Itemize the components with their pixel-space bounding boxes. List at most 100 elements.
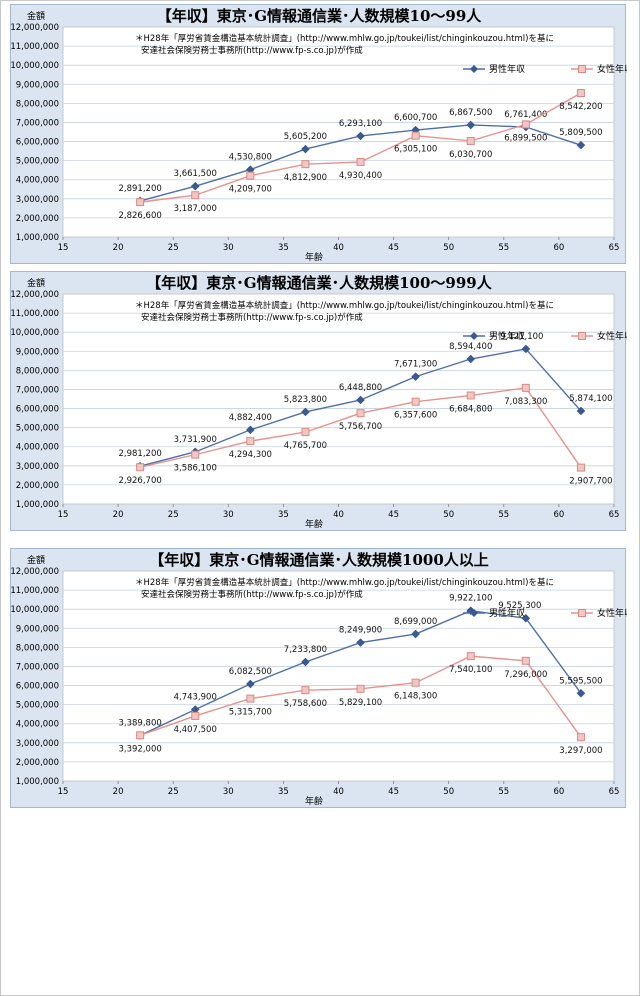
data-point-female (576, 89, 585, 98)
x-tick-label: 15 (58, 787, 69, 797)
y-tick-label: 12,000,000 (11, 567, 59, 577)
data-label-male: 6,448,800 (339, 383, 382, 393)
data-point-female (466, 391, 475, 400)
data-point-female (521, 656, 530, 665)
y-tick-label: 8,000,000 (16, 366, 59, 376)
y-tick-label: 5,000,000 (16, 701, 59, 711)
data-point-male (356, 131, 365, 141)
y-tick-label: 6,000,000 (16, 138, 59, 148)
data-label-male: 2,891,200 (119, 184, 162, 194)
data-label-male: 3,389,800 (119, 718, 162, 728)
x-axis-label: 年齢 (305, 251, 323, 263)
data-point-female (301, 428, 310, 437)
y-tick-label: 12,000,000 (11, 23, 59, 33)
x-tick-label: 55 (498, 243, 509, 253)
x-axis-label: 年齢 (305, 518, 323, 530)
plot-area (62, 570, 615, 782)
x-tick-label: 55 (498, 787, 509, 797)
chart-title: 【年収】東京･G情報通信業･人数規模10～99人 (157, 7, 483, 25)
y-tick-label: 6,000,000 (16, 405, 59, 415)
data-point-male (411, 629, 420, 639)
data-point-male (466, 354, 476, 364)
data-label-female: 2,826,600 (119, 211, 162, 221)
x-tick-label: 45 (388, 787, 399, 797)
data-point-male (301, 144, 310, 154)
data-point-female (576, 463, 585, 472)
data-point-female (301, 160, 310, 169)
legend-marker-female (578, 609, 586, 617)
chart-note-line-2: 安達社会保険労務士事務所(http://www.fp-s.co.jp)が作成 (141, 589, 363, 600)
data-label-female: 7,540,100 (449, 665, 492, 675)
data-label-female: 5,315,700 (229, 708, 272, 718)
data-label-male: 5,595,500 (559, 676, 602, 686)
legend-label-male: 男性年収 (489, 63, 525, 75)
data-point-male (301, 407, 310, 417)
y-tick-label: 2,000,000 (16, 758, 59, 768)
x-tick-label: 30 (223, 243, 234, 253)
y-tick-label: 4,000,000 (16, 176, 59, 186)
y-tick-label: 9,000,000 (16, 624, 59, 634)
data-point-female (301, 686, 310, 695)
y-tick-label: 1,000,000 (16, 500, 59, 510)
data-point-female (411, 678, 420, 687)
data-label-male: 5,809,500 (559, 128, 602, 138)
x-tick-label: 60 (553, 787, 564, 797)
data-label-male: 5,605,200 (284, 132, 327, 142)
legend-marker-female (578, 332, 586, 340)
data-label-male: 4,743,900 (174, 693, 217, 703)
data-label-female: 7,296,000 (504, 670, 547, 680)
y-tick-label: 9,000,000 (16, 80, 59, 90)
data-point-female (191, 711, 200, 720)
legend-label-male: 男性年収 (489, 330, 525, 342)
data-point-female (411, 131, 420, 140)
y-tick-label: 8,000,000 (16, 99, 59, 109)
chart-panel-3: 【年収】東京･G情報通信業･人数規模1000人以上 ＊H28年「厚労省賃金構造基… (10, 548, 627, 808)
x-tick-label: 15 (58, 510, 69, 520)
y-axis-label: 金額 (27, 277, 45, 289)
data-label-female: 2,926,700 (119, 476, 162, 486)
chart-panel-1: 【年収】東京･G情報通信業･人数規模10～99人 ＊H28年「厚労省賃金構造基本… (10, 4, 627, 264)
data-label-female: 4,209,700 (229, 185, 272, 195)
x-tick-label: 15 (58, 243, 69, 253)
y-tick-label: 10,000,000 (11, 605, 59, 615)
data-point-male (521, 613, 531, 623)
y-tick-label: 11,000,000 (11, 586, 59, 596)
data-label-female: 4,407,500 (174, 725, 217, 735)
y-tick-label: 11,000,000 (11, 309, 59, 319)
data-point-male (190, 181, 200, 191)
x-axis-label: 年齢 (305, 795, 323, 807)
y-tick-label: 8,000,000 (16, 643, 59, 653)
y-tick-label: 3,000,000 (16, 739, 59, 749)
data-label-male: 8,594,400 (449, 342, 492, 352)
chart-title: 【年収】東京･G情報通信業･人数規模1000人以上 (149, 551, 489, 569)
data-label-male: 9,121,100 (500, 332, 543, 342)
data-label-female: 4,765,700 (284, 441, 327, 451)
data-label-male: 3,731,900 (174, 435, 217, 445)
data-point-male (576, 140, 586, 150)
chart-1-svg: 【年収】東京･G情報通信業･人数規模10～99人 ＊H28年「厚労省賃金構造基本… (11, 7, 627, 263)
data-label-female: 4,930,400 (339, 171, 382, 181)
data-point-female (356, 409, 365, 418)
data-label-female: 3,297,000 (559, 746, 602, 756)
data-label-male: 9,525,300 (498, 601, 541, 611)
y-tick-label: 5,000,000 (16, 157, 59, 167)
x-tick-label: 65 (609, 787, 620, 797)
x-tick-label: 35 (278, 787, 289, 797)
data-point-male (576, 406, 586, 416)
x-tick-label: 25 (168, 243, 179, 253)
chart-note-line-1: ＊H28年「厚労省賃金構造基本統計調査」(http://www.mhlw.go.… (135, 577, 554, 588)
data-label-male: 4,882,400 (229, 413, 272, 423)
data-point-female (411, 397, 420, 406)
data-point-male (521, 344, 531, 354)
y-tick-label: 4,000,000 (16, 443, 59, 453)
legend-label-female: 女性年収 (597, 607, 627, 619)
x-tick-label: 55 (498, 510, 509, 520)
data-point-male (356, 395, 365, 405)
data-point-male (576, 688, 586, 698)
data-label-male: 3,661,500 (174, 169, 217, 179)
data-label-male: 7,233,800 (284, 645, 327, 655)
y-tick-label: 1,000,000 (16, 233, 59, 243)
y-tick-label: 4,000,000 (16, 720, 59, 730)
data-point-female (356, 684, 365, 693)
data-point-male (356, 638, 365, 647)
